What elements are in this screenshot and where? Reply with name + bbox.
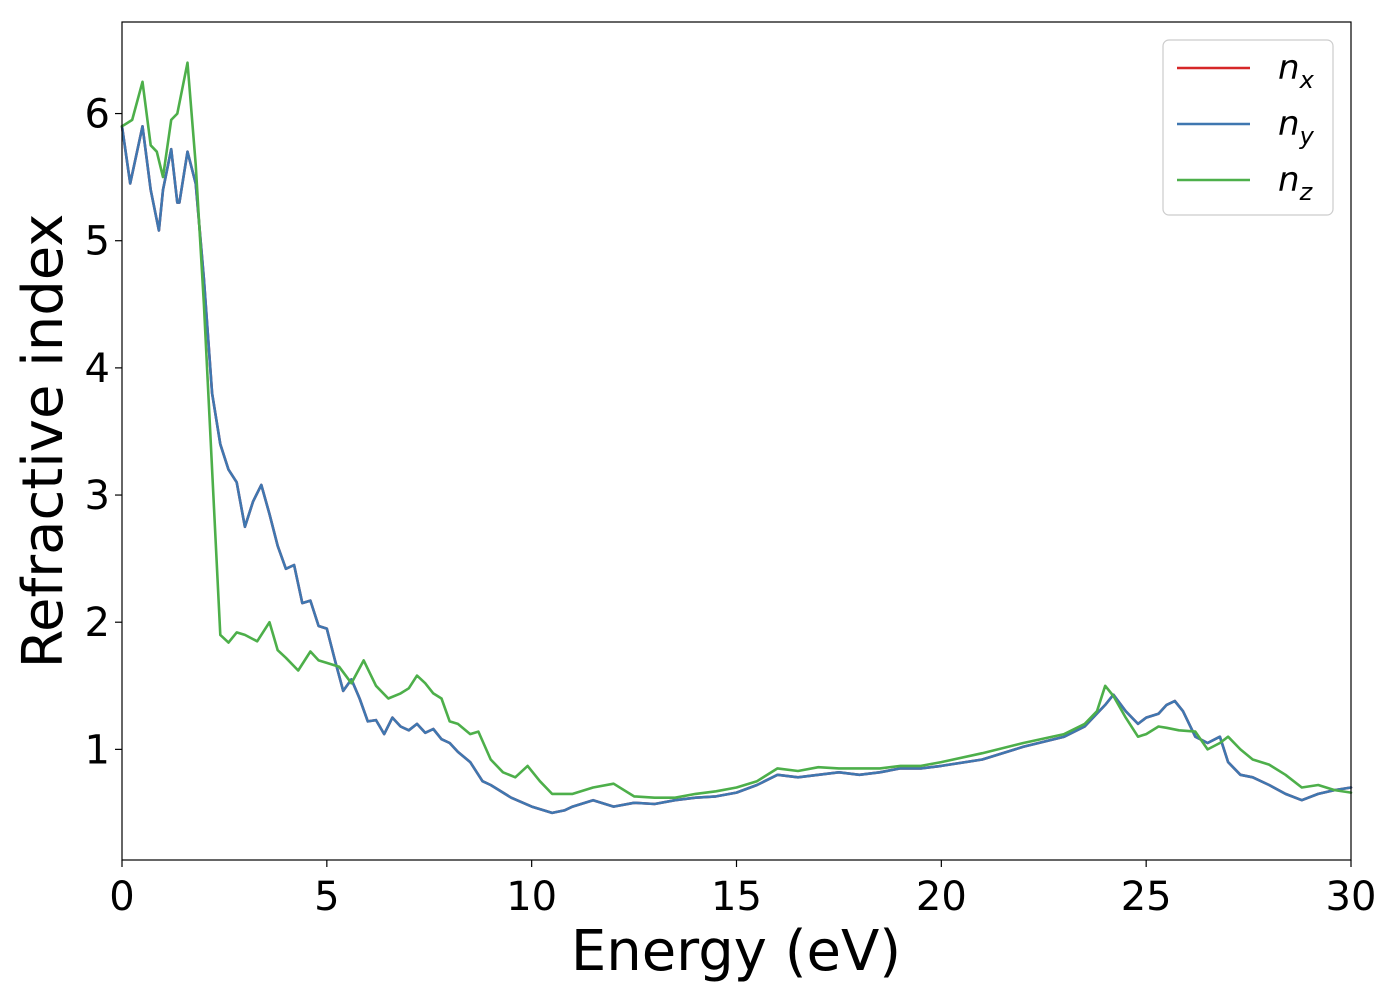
y-tick-label: 3 xyxy=(85,473,110,519)
y-tick-label: 2 xyxy=(85,600,110,646)
legend-label-ny: ny xyxy=(1278,104,1315,150)
plot-area xyxy=(122,22,1351,860)
y-tick-label: 1 xyxy=(85,727,110,773)
x-tick-label: 25 xyxy=(1121,874,1172,920)
y-tick-label: 6 xyxy=(85,92,110,138)
x-tick-label: 30 xyxy=(1326,874,1377,920)
x-axis-ticks: 0 5 10 15 20 25 30 xyxy=(109,860,1376,920)
legend-label-base: n xyxy=(1278,104,1300,144)
y-axis-title: Refractive index xyxy=(11,214,76,669)
series-line-ny xyxy=(120,125,1353,815)
y-tick-label: 4 xyxy=(85,346,110,392)
plot-frame xyxy=(121,21,1352,861)
legend-box xyxy=(1162,39,1334,216)
x-tick-label: 10 xyxy=(506,874,557,920)
x-tick-label: 15 xyxy=(711,874,762,920)
legend-label-base: n xyxy=(1278,160,1300,200)
y-tick-label: 5 xyxy=(85,219,110,265)
series-line-nz xyxy=(120,61,1353,800)
x-axis-title: Energy (eV) xyxy=(571,919,901,984)
legend-label-subscript: x xyxy=(1299,66,1315,94)
legend-label-base: n xyxy=(1278,48,1300,88)
legend-label-subscript: y xyxy=(1299,122,1315,150)
legend-label-nx: nx xyxy=(1278,48,1315,94)
x-tick-label: 0 xyxy=(109,874,134,920)
x-tick-label: 5 xyxy=(314,874,339,920)
x-tick-label: 20 xyxy=(916,874,967,920)
series-layer xyxy=(120,61,1353,815)
y-axis-ticks: 1 2 3 4 5 6 xyxy=(85,92,122,773)
legend-label-nz: nz xyxy=(1278,160,1314,206)
legend-label-subscript: z xyxy=(1299,178,1314,206)
